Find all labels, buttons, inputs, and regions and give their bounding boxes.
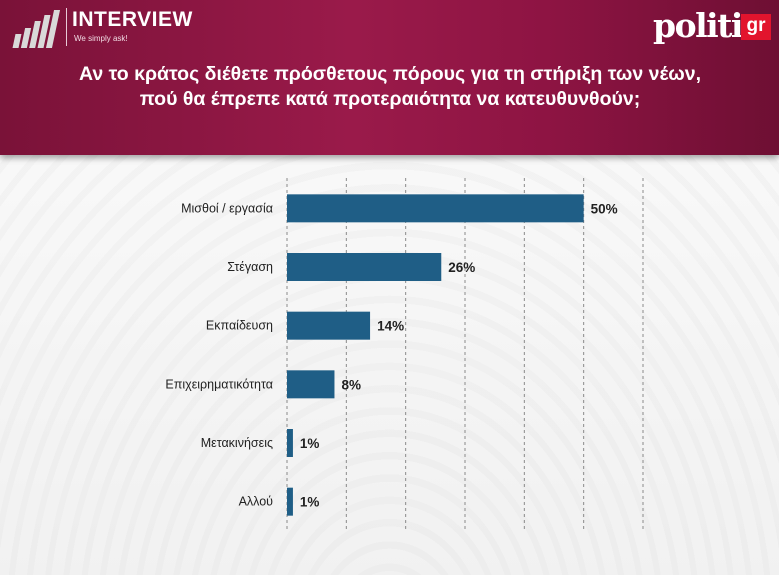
category-label: Αλλού xyxy=(239,495,274,509)
category-label: Επιχειρηματικότητα xyxy=(165,377,273,391)
chart-grid xyxy=(286,178,644,530)
bar xyxy=(287,429,293,457)
chart-bars: Μισθοί / εργασία 50% Στέγαση 26% Εκπαίδευση 1… xyxy=(165,194,618,516)
bar xyxy=(287,487,293,516)
category-label: Μετακινήσεις xyxy=(201,436,273,450)
bar xyxy=(287,311,371,340)
category-label: Εκπαίδευση xyxy=(206,319,273,333)
bar xyxy=(287,253,442,281)
background-veil xyxy=(0,155,779,575)
value-label: 1% xyxy=(300,495,320,510)
parliament-background xyxy=(0,155,779,575)
bar xyxy=(287,370,335,399)
header-banner: INTERVIEW We simply ask! politic gr Αν τ… xyxy=(0,0,779,155)
value-label: 50% xyxy=(591,201,618,216)
logo-divider xyxy=(66,8,67,46)
partner-logo-suffix: gr xyxy=(741,14,771,40)
brand-title: INTERVIEW xyxy=(72,8,193,31)
bars-logo-icon xyxy=(12,10,61,48)
category-label: Στέγαση xyxy=(227,260,273,274)
value-label: 1% xyxy=(300,436,320,451)
value-label: 8% xyxy=(341,377,361,392)
survey-question: Αν το κράτος διέθετε πρόσθετους πόρους γ… xyxy=(78,63,702,110)
value-label: 26% xyxy=(448,260,475,275)
bar xyxy=(287,194,584,223)
brand-tagline: We simply ask! xyxy=(74,34,128,43)
category-label: Μισθοί / εργασία xyxy=(181,201,273,215)
politic-logo: politic gr xyxy=(653,8,771,48)
value-label: 14% xyxy=(377,319,404,334)
